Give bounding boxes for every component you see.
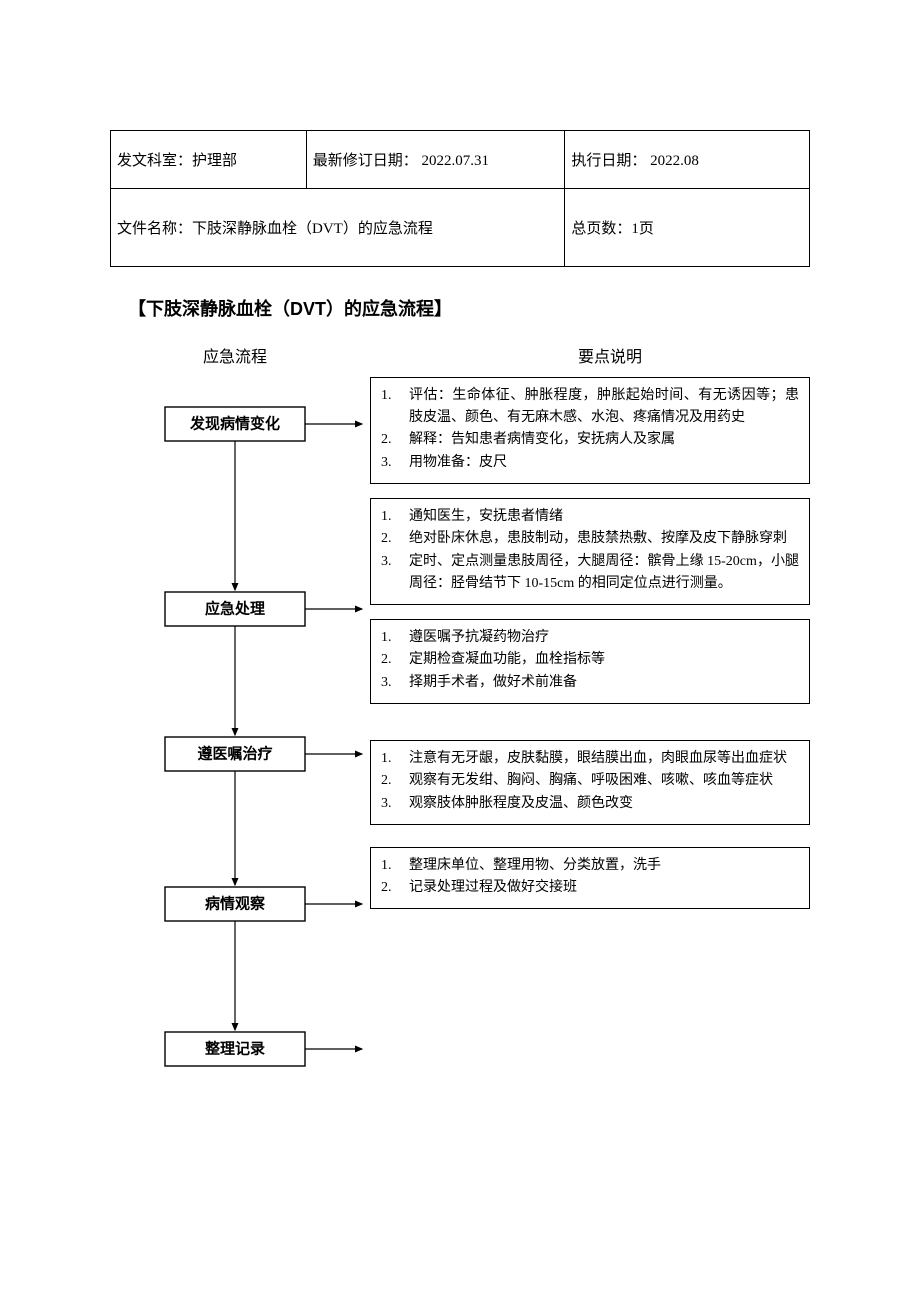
desc-item-text: 通知医生，安抚患者情绪 bbox=[409, 506, 799, 528]
desc-item: 2.定期检查凝血功能，血栓指标等 bbox=[381, 649, 799, 671]
rev-label: 最新修订日期： bbox=[313, 153, 418, 169]
desc-column: 要点说明 1.评估：生命体征、肿胀程度，肿胀起始时间、有无诱因等；患肢皮温、颜色… bbox=[370, 343, 810, 909]
flowchart-svg: 发现病情变化应急处理遵医嘱治疗病情观察整理记录 bbox=[110, 377, 370, 1097]
desc-item-number: 1. bbox=[381, 506, 409, 528]
desc-item-number: 1. bbox=[381, 627, 409, 649]
docname-label: 文件名称： bbox=[117, 221, 192, 237]
desc-item-number: 1. bbox=[381, 855, 409, 877]
desc-item-text: 用物准备：皮尺 bbox=[409, 452, 799, 474]
desc-item: 1.注意有无牙龈，皮肤黏膜，眼结膜出血，肉眼血尿等出血症状 bbox=[381, 748, 799, 770]
desc-item-number: 2. bbox=[381, 649, 409, 671]
exec-label: 执行日期： bbox=[571, 153, 646, 169]
rev-cell: 最新修订日期： 2022.07.31 bbox=[306, 131, 565, 189]
desc-gap bbox=[370, 825, 810, 847]
exec-cell: 执行日期： 2022.08 bbox=[565, 131, 810, 189]
dept-value: 护理部 bbox=[192, 153, 237, 169]
desc-item: 1.通知医生，安抚患者情绪 bbox=[381, 506, 799, 528]
desc-item: 2.解释：告知患者病情变化，安抚病人及家属 bbox=[381, 429, 799, 451]
flow-node-label: 病情观察 bbox=[205, 895, 266, 913]
desc-heading: 要点说明 bbox=[410, 343, 810, 367]
dept-label: 发文科室： bbox=[117, 153, 192, 169]
flow-node-label: 整理记录 bbox=[205, 1040, 265, 1058]
desc-box: 1.注意有无牙龈，皮肤黏膜，眼结膜出血，肉眼血尿等出血症状2.观察有无发绀、胸闷… bbox=[370, 740, 810, 825]
flow-node-label: 应急处理 bbox=[205, 600, 265, 618]
flow-node-label: 遵医嘱治疗 bbox=[197, 745, 272, 763]
desc-item-number: 3. bbox=[381, 452, 409, 474]
desc-item: 2.记录处理过程及做好交接班 bbox=[381, 877, 799, 899]
desc-item-number: 1. bbox=[381, 748, 409, 770]
desc-item: 3.观察肢体肿胀程度及皮温、颜色改变 bbox=[381, 793, 799, 815]
flow-node-label: 发现病情变化 bbox=[189, 415, 280, 433]
desc-item-text: 评估：生命体征、肿胀程度，肿胀起始时间、有无诱因等；患肢皮温、颜色、有无麻木感、… bbox=[409, 385, 799, 428]
desc-item-number: 3. bbox=[381, 551, 409, 594]
desc-item-number: 3. bbox=[381, 793, 409, 815]
desc-item-text: 绝对卧床休息，患肢制动，患肢禁热敷、按摩及皮下静脉穿刺 bbox=[409, 528, 799, 550]
desc-gap bbox=[370, 704, 810, 740]
desc-gap bbox=[370, 605, 810, 619]
desc-box: 1.通知医生，安抚患者情绪2.绝对卧床休息，患肢制动，患肢禁热敷、按摩及皮下静脉… bbox=[370, 498, 810, 605]
desc-item: 3.择期手术者，做好术前准备 bbox=[381, 672, 799, 694]
desc-gap bbox=[370, 484, 810, 498]
pages-value: 1页 bbox=[631, 221, 654, 237]
desc-item: 1.整理床单位、整理用物、分类放置，洗手 bbox=[381, 855, 799, 877]
page-title: 【下肢深静脉血栓（DVT）的应急流程】 bbox=[128, 295, 810, 321]
desc-box: 1.整理床单位、整理用物、分类放置，洗手2.记录处理过程及做好交接班 bbox=[370, 847, 810, 909]
desc-item-text: 解释：告知患者病情变化，安抚病人及家属 bbox=[409, 429, 799, 451]
pages-cell: 总页数：1页 bbox=[565, 189, 810, 267]
desc-item-number: 1. bbox=[381, 385, 409, 428]
desc-item-text: 注意有无牙龈，皮肤黏膜，眼结膜出血，肉眼血尿等出血症状 bbox=[409, 748, 799, 770]
desc-item-text: 观察肢体肿胀程度及皮温、颜色改变 bbox=[409, 793, 799, 815]
desc-item-number: 2. bbox=[381, 528, 409, 550]
desc-box: 1.评估：生命体征、肿胀程度，肿胀起始时间、有无诱因等；患肢皮温、颜色、有无麻木… bbox=[370, 377, 810, 484]
desc-item-number: 3. bbox=[381, 672, 409, 694]
flow-column: 应急流程 发现病情变化应急处理遵医嘱治疗病情观察整理记录 bbox=[110, 343, 370, 1097]
desc-item: 2.绝对卧床休息，患肢制动，患肢禁热敷、按摩及皮下静脉穿刺 bbox=[381, 528, 799, 550]
document-header-table: 发文科室：护理部 最新修订日期： 2022.07.31 执行日期： 2022.0… bbox=[110, 130, 810, 267]
docname-cell: 文件名称：下肢深静脉血栓（DVT）的应急流程 bbox=[111, 189, 565, 267]
dept-cell: 发文科室：护理部 bbox=[111, 131, 307, 189]
main-columns: 应急流程 发现病情变化应急处理遵医嘱治疗病情观察整理记录 要点说明 1.评估：生… bbox=[110, 343, 810, 1097]
desc-item: 3.定时、定点测量患肢周径，大腿周径：髌骨上缘 15-20cm，小腿周径：胫骨结… bbox=[381, 551, 799, 594]
desc-item: 2.观察有无发绀、胸闷、胸痛、呼吸困难、咳嗽、咳血等症状 bbox=[381, 770, 799, 792]
desc-box: 1.遵医嘱予抗凝药物治疗2.定期检查凝血功能，血栓指标等3.择期手术者，做好术前… bbox=[370, 619, 810, 704]
desc-item-text: 观察有无发绀、胸闷、胸痛、呼吸困难、咳嗽、咳血等症状 bbox=[409, 770, 799, 792]
flow-heading: 应急流程 bbox=[100, 343, 370, 367]
desc-item-number: 2. bbox=[381, 429, 409, 451]
docname-value: 下肢深静脉血栓（DVT）的应急流程 bbox=[192, 221, 433, 237]
desc-item-number: 2. bbox=[381, 770, 409, 792]
desc-item-text: 遵医嘱予抗凝药物治疗 bbox=[409, 627, 799, 649]
desc-item: 3.用物准备：皮尺 bbox=[381, 452, 799, 474]
desc-item-number: 2. bbox=[381, 877, 409, 899]
desc-item-text: 整理床单位、整理用物、分类放置，洗手 bbox=[409, 855, 799, 877]
exec-value: 2022.08 bbox=[650, 153, 699, 169]
pages-label: 总页数： bbox=[571, 221, 631, 237]
desc-item-text: 记录处理过程及做好交接班 bbox=[409, 877, 799, 899]
desc-container: 1.评估：生命体征、肿胀程度，肿胀起始时间、有无诱因等；患肢皮温、颜色、有无麻木… bbox=[370, 377, 810, 909]
desc-item-text: 择期手术者，做好术前准备 bbox=[409, 672, 799, 694]
rev-value: 2022.07.31 bbox=[421, 153, 489, 169]
desc-item: 1.遵医嘱予抗凝药物治疗 bbox=[381, 627, 799, 649]
desc-item: 1.评估：生命体征、肿胀程度，肿胀起始时间、有无诱因等；患肢皮温、颜色、有无麻木… bbox=[381, 385, 799, 428]
desc-item-text: 定期检查凝血功能，血栓指标等 bbox=[409, 649, 799, 671]
desc-item-text: 定时、定点测量患肢周径，大腿周径：髌骨上缘 15-20cm，小腿周径：胫骨结节下… bbox=[409, 551, 799, 594]
